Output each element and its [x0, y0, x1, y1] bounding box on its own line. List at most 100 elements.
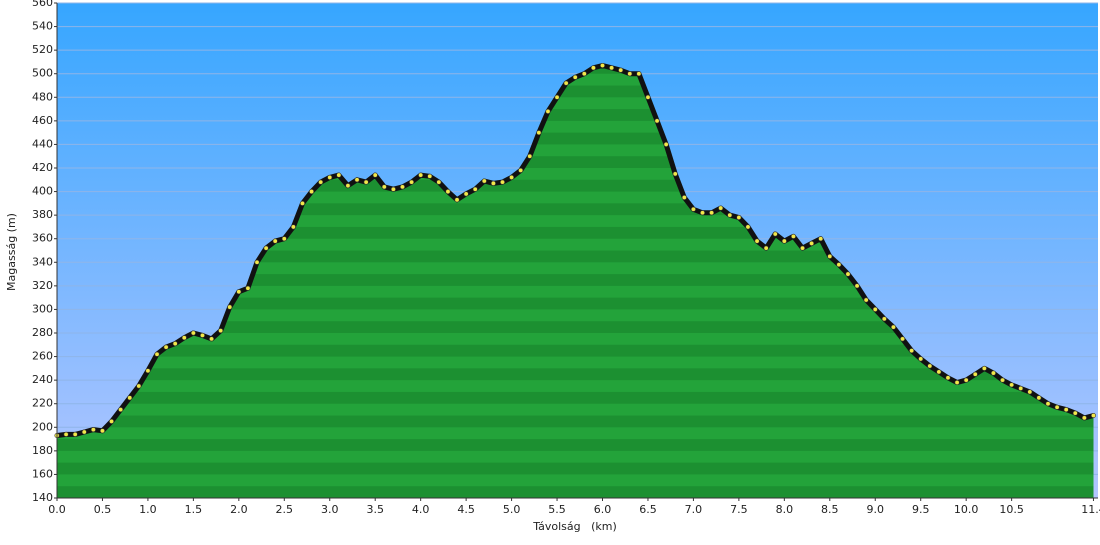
- track-point: [809, 240, 815, 246]
- x-tick-label: 7.0: [685, 503, 703, 516]
- track-point: [1054, 404, 1060, 410]
- area-stripe: [57, 109, 1094, 121]
- track-point: [1072, 410, 1078, 416]
- area: [57, 65, 1094, 498]
- track-point: [81, 429, 87, 435]
- track-point: [700, 210, 706, 216]
- track-point: [736, 215, 742, 221]
- track-point: [845, 271, 851, 277]
- x-tick-label: 3.0: [321, 503, 339, 516]
- y-tick-label: 500: [32, 67, 53, 80]
- y-tick-label: 560: [32, 0, 53, 9]
- x-tick-label: 3.5: [366, 503, 384, 516]
- track-point: [190, 330, 196, 336]
- track-point: [527, 153, 533, 159]
- track-point: [236, 289, 242, 295]
- track-point: [299, 200, 305, 206]
- track-point: [1036, 395, 1042, 401]
- track-point: [136, 383, 142, 389]
- x-tick-label: 1.0: [139, 503, 157, 516]
- track-point: [545, 108, 551, 114]
- track-point: [209, 336, 215, 342]
- track-point: [745, 224, 751, 230]
- x-tick-label: 7.5: [730, 503, 748, 516]
- track-point: [418, 172, 424, 178]
- area-stripe: [57, 462, 1094, 475]
- x-tick-label: 2.0: [230, 503, 248, 516]
- y-tick-label: 420: [32, 161, 53, 174]
- y-tick-label: 280: [32, 326, 53, 339]
- area-stripe: [57, 415, 1094, 428]
- track-point: [290, 224, 296, 230]
- track-point: [1045, 401, 1051, 407]
- track-point: [1000, 377, 1006, 383]
- track-point: [709, 210, 715, 216]
- track-point: [345, 183, 351, 189]
- track-point: [327, 174, 333, 180]
- track-point: [181, 335, 187, 341]
- x-tick-label: 9.0: [867, 503, 885, 516]
- track-point: [63, 431, 69, 437]
- track-point: [154, 351, 160, 357]
- track-point: [281, 236, 287, 242]
- track-point: [645, 94, 651, 100]
- track-point: [690, 206, 696, 212]
- y-tick-label: 460: [32, 114, 53, 127]
- track-point: [618, 67, 624, 73]
- area-stripe: [57, 132, 1094, 145]
- track-point: [436, 179, 442, 185]
- area-stripe: [57, 321, 1094, 333]
- track-point: [781, 238, 787, 244]
- area-stripe: [57, 179, 1094, 192]
- track-point: [581, 71, 587, 77]
- x-tick-label: 9.5: [912, 503, 930, 516]
- track-point: [245, 285, 251, 291]
- y-tick-label: 480: [32, 90, 53, 103]
- track-point: [1009, 382, 1015, 388]
- track-point: [490, 180, 496, 186]
- area-stripe: [57, 344, 1094, 357]
- y-tick-label: 520: [32, 43, 53, 56]
- track-point: [800, 245, 806, 251]
- area-shading: [57, 65, 1094, 498]
- x-tick-label: 0.0: [48, 503, 66, 516]
- track-point: [554, 94, 560, 100]
- track-point: [972, 371, 978, 377]
- y-axis-label: Magasság (m): [5, 213, 18, 291]
- area-stripe: [57, 226, 1094, 239]
- track-point: [145, 368, 151, 374]
- track-point: [90, 427, 96, 433]
- track-point: [563, 80, 569, 86]
- y-tick-label: 220: [32, 397, 53, 410]
- y-tick-label: 200: [32, 420, 53, 433]
- y-tick-label: 140: [32, 491, 53, 504]
- area-stripe: [57, 203, 1094, 216]
- track-point: [518, 167, 524, 173]
- x-tick-label: 10.5: [999, 503, 1024, 516]
- y-tick-label: 360: [32, 232, 53, 245]
- track-point: [109, 418, 115, 424]
- area-stripe: [57, 439, 1094, 451]
- track-point: [827, 253, 833, 259]
- track-point: [990, 370, 996, 376]
- area-stripe: [57, 85, 1094, 98]
- track-point: [836, 262, 842, 268]
- track-point: [454, 197, 460, 203]
- track-point: [381, 184, 387, 190]
- track-point: [1018, 385, 1024, 391]
- track-point: [636, 71, 642, 77]
- track-point: [872, 306, 878, 312]
- track-point: [354, 177, 360, 183]
- y-tick-label: 400: [32, 185, 53, 198]
- track-point: [463, 191, 469, 197]
- track-point: [409, 179, 415, 185]
- area-stripe: [57, 156, 1094, 168]
- track-point: [718, 205, 724, 211]
- track-point: [936, 369, 942, 375]
- x-tick-label: 11.4: [1081, 503, 1100, 516]
- track-point: [590, 65, 596, 71]
- track-point: [754, 238, 760, 244]
- track-point: [336, 172, 342, 178]
- track-point: [163, 344, 169, 350]
